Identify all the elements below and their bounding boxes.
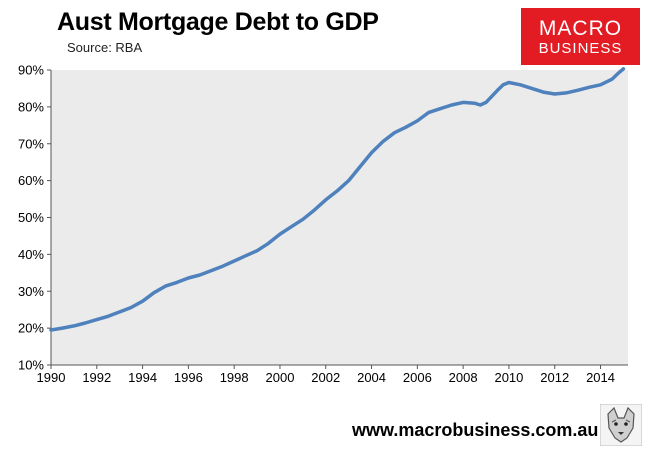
x-tick-label: 2002	[311, 370, 340, 385]
x-tick-label: 1992	[82, 370, 111, 385]
logo-line-2: BUSINESS	[538, 40, 623, 57]
x-tick-label: 1996	[174, 370, 203, 385]
x-tick-label: 2012	[540, 370, 569, 385]
wolf-icon	[600, 404, 642, 446]
y-tick-label: 80%	[18, 99, 44, 114]
chart-subtitle: Source: RBA	[67, 40, 143, 55]
x-tick-label: 1998	[220, 370, 249, 385]
y-tick-label: 60%	[18, 173, 44, 188]
y-tick-label: 10%	[18, 358, 44, 373]
x-tick-label: 2000	[266, 370, 295, 385]
footer-url: www.macrobusiness.com.au	[352, 420, 599, 440]
series-line	[49, 67, 626, 332]
x-tick-label: 2008	[449, 370, 478, 385]
y-tick-label: 50%	[18, 210, 44, 225]
macro-business-logo: MACRO BUSINESS	[521, 8, 640, 65]
y-tick-label: 30%	[18, 284, 44, 299]
logo-line-1: MACRO	[538, 17, 623, 40]
y-tick-label: 90%	[18, 63, 44, 78]
x-tick-label: 1994	[128, 370, 157, 385]
y-tick-label: 20%	[18, 321, 44, 336]
y-tick-label: 40%	[18, 247, 44, 262]
chart-title: Aust Mortgage Debt to GDP	[57, 8, 379, 36]
x-tick-label: 2004	[357, 370, 386, 385]
x-tick-label: 2006	[403, 370, 432, 385]
x-tick-label: 2014	[586, 370, 615, 385]
y-tick-label: 70%	[18, 136, 44, 151]
plot-area	[51, 70, 628, 365]
x-tick-label: 2010	[494, 370, 523, 385]
x-tick-label: 1990	[37, 370, 66, 385]
